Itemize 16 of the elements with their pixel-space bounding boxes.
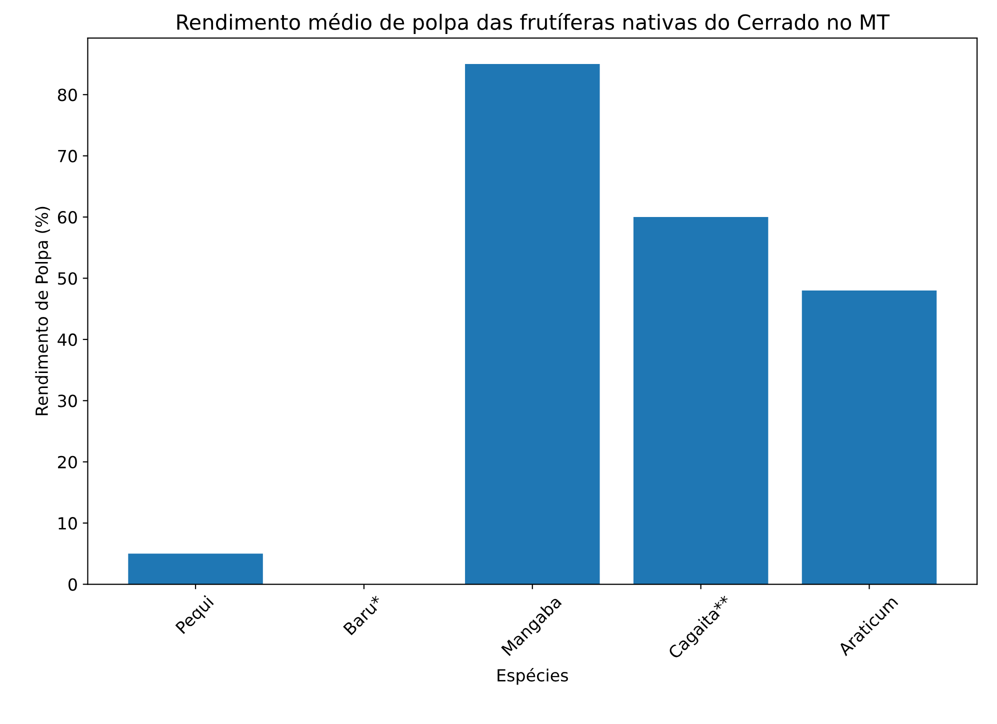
y-tick-label: 80: [58, 88, 77, 102]
y-tick-label: 60: [58, 211, 77, 224]
y-axis-title: Rendimento de Polpa (%): [35, 206, 52, 416]
chart-title: Rendimento médio de polpa das frutíferas nativas do Cerrado no MT: [177, 13, 890, 34]
bar: [465, 64, 600, 584]
bar: [128, 554, 263, 584]
y-tick-label: 70: [58, 150, 77, 162]
y-tick-label: 50: [58, 272, 77, 285]
bar: [633, 217, 768, 584]
y-tick-label: 30: [58, 394, 77, 408]
y-tick-label: 40: [58, 333, 77, 346]
y-tick-label: 0: [68, 578, 77, 591]
bar: [802, 290, 937, 584]
y-tick-label: 20: [58, 456, 77, 468]
y-tick-label: 10: [58, 517, 77, 530]
x-axis-title: Espécies: [498, 668, 568, 685]
